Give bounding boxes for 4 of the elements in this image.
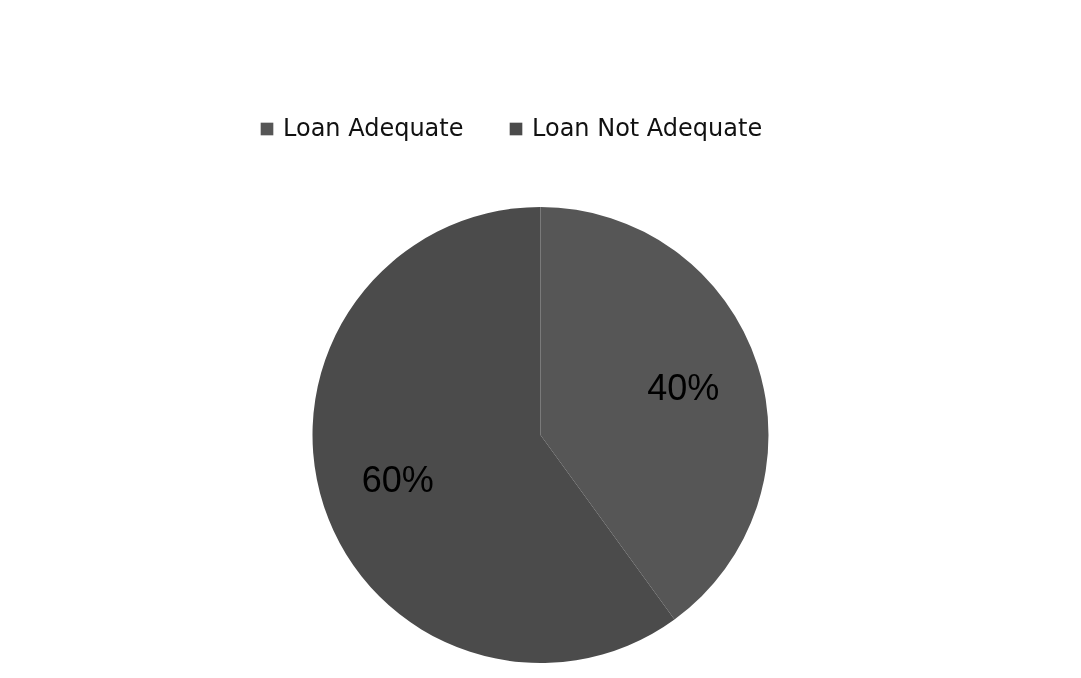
data-label: 40% xyxy=(647,366,720,408)
data-label: 60% xyxy=(361,459,434,501)
legend-label: Loan Adequate xyxy=(283,114,464,142)
legend-label: Loan Not Adequate xyxy=(532,114,763,142)
